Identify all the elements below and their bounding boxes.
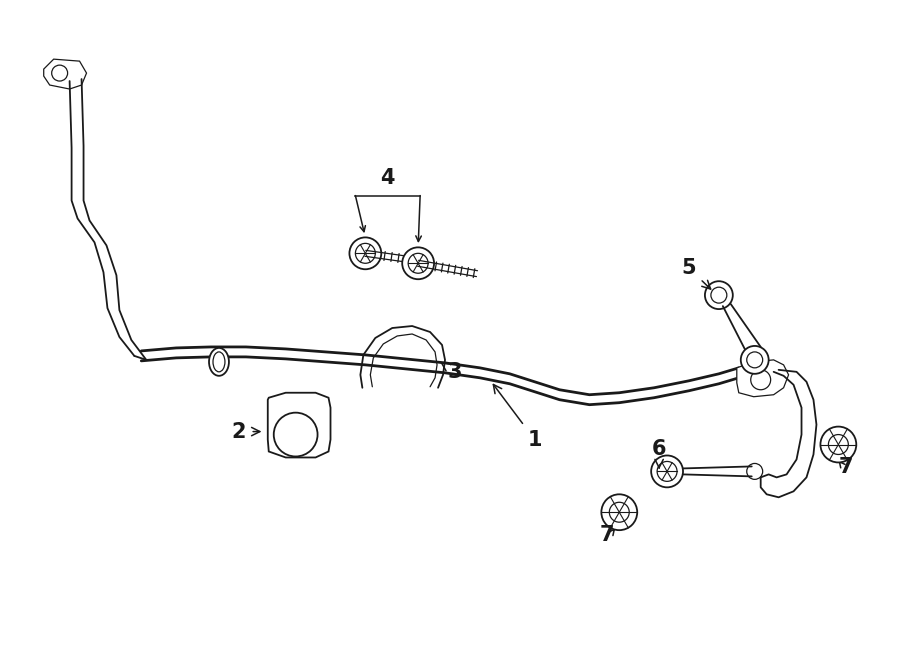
Circle shape	[741, 346, 769, 374]
Text: 5: 5	[681, 258, 711, 289]
Text: 3: 3	[441, 362, 463, 382]
Circle shape	[705, 281, 733, 309]
Circle shape	[601, 494, 637, 530]
Polygon shape	[737, 360, 788, 397]
Circle shape	[402, 247, 434, 279]
Text: 1: 1	[493, 385, 542, 449]
Text: 7: 7	[600, 525, 615, 545]
Text: 2: 2	[231, 422, 260, 442]
Text: 6: 6	[652, 440, 666, 468]
Circle shape	[652, 455, 683, 487]
Circle shape	[821, 426, 856, 463]
Text: 7: 7	[839, 457, 853, 477]
Ellipse shape	[209, 348, 229, 376]
Circle shape	[349, 237, 382, 269]
Polygon shape	[268, 393, 330, 457]
Text: 4: 4	[381, 168, 395, 188]
